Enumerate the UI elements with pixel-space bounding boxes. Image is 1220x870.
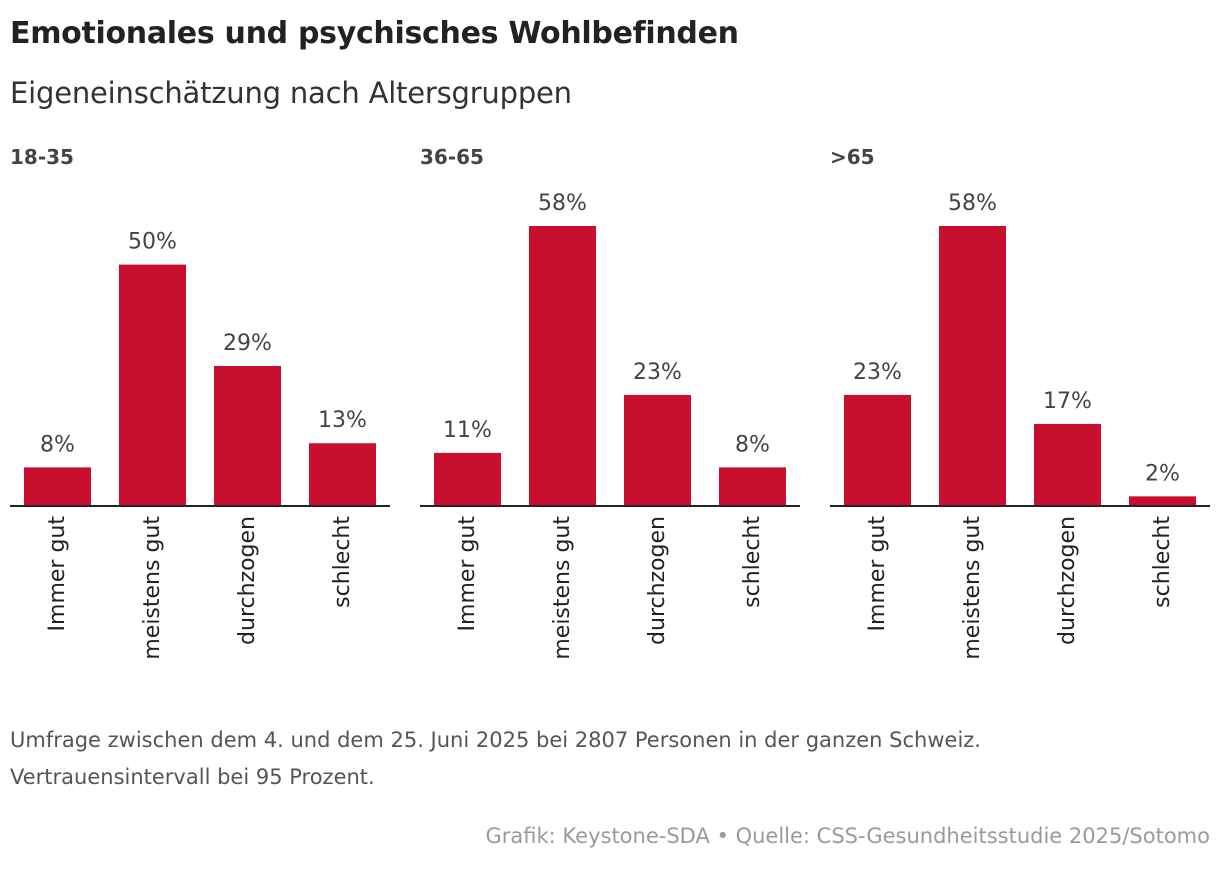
panel-label: 36-65 [420,145,484,169]
bar-value-label: 13% [318,408,367,433]
category-label: durchzogen [235,516,260,645]
bar-value-label: 29% [223,331,272,356]
bar [844,394,911,506]
bar [434,452,501,506]
chart-panel-1: 36-65 11% Immer gut 58% meistens gut 23% durch… [420,145,800,660]
category-label: meistens gut [550,516,575,660]
footnote-confidence: Vertrauensintervall bei 95 Prozent. [10,765,375,789]
bar-value-label: 8% [735,432,770,457]
chart-subtitle: Eigeneinschätzung nach Altersgruppen [10,76,572,110]
bar [24,467,91,506]
bar [119,264,186,506]
bar-chart-panels: 18-35 8% Immer gut 50% meistens gut 29% durchz… [10,145,1210,660]
category-label: durchzogen [645,516,670,645]
bar [1129,496,1196,506]
category-label: durchzogen [1055,516,1080,645]
category-label: schlecht [1150,516,1175,608]
bar [719,467,786,506]
bar-value-label: 11% [443,418,492,443]
bar-value-label: 58% [948,191,997,216]
category-label: schlecht [740,516,765,608]
chart-title: Emotionales und psychisches Wohlbefinden [10,16,739,51]
bar-value-label: 8% [40,432,75,457]
category-label: Immer gut [455,516,480,632]
bar [214,366,281,506]
bar-value-label: 17% [1043,389,1092,414]
bar [309,443,376,506]
bar-value-label: 23% [853,360,902,385]
bar-value-label: 50% [128,230,177,255]
bar [624,394,691,506]
category-label: meistens gut [960,516,985,660]
panel-label: 18-35 [10,145,74,169]
source-credit: Grafik: Keystone-SDA • Quelle: CSS-Gesun… [485,824,1210,848]
category-label: meistens gut [140,516,165,660]
category-label: Immer gut [45,516,70,632]
bar [1034,423,1101,506]
bar-value-label: 2% [1145,461,1180,486]
bar-value-label: 58% [538,191,587,216]
chart-panel-2: >65 23% Immer gut 58% meistens gut 17% durchzo… [830,145,1210,660]
chart-panel-0: 18-35 8% Immer gut 50% meistens gut 29% durchz… [10,145,390,660]
category-label: Immer gut [865,516,890,632]
category-label: schlecht [330,516,355,608]
bar [529,226,596,506]
bar-value-label: 23% [633,360,682,385]
footnote-survey: Umfrage zwischen dem 4. und dem 25. Juni… [10,728,981,752]
bar [939,226,1006,506]
panel-label: >65 [830,145,875,169]
